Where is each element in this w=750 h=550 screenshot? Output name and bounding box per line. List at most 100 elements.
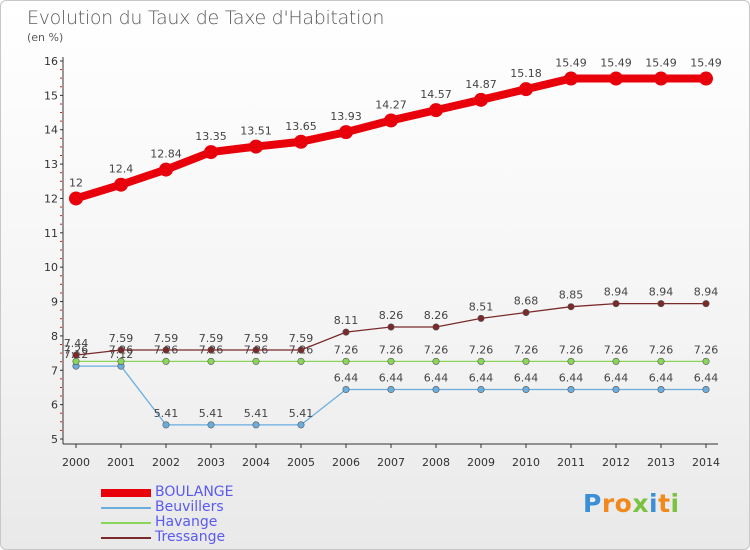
data-label-beuvillers: 6.44 [514,372,539,385]
legend-swatch [101,521,151,524]
logo-letter: i [670,489,680,518]
data-label-beuvillers: 5.41 [289,407,314,420]
brand-logo: Proxiti [583,489,680,518]
data-label-havange: 7.26 [379,343,404,356]
logo-letter: x [632,489,649,518]
x-tick-label: 2012 [602,456,630,469]
legend: BOULANGE Beuvillers Havange Tressange [101,485,234,545]
x-tick-label: 2006 [332,456,360,469]
x-tick-label: 2011 [557,456,585,469]
data-point-boulange [609,71,623,86]
data-label-havange: 7.26 [559,343,584,356]
logo-letter: t [658,489,671,518]
x-tick-label: 2009 [467,456,495,469]
data-point-boulange [294,134,308,149]
data-label-beuvillers: 6.44 [694,372,719,385]
data-label-beuvillers: 6.44 [649,372,674,385]
data-point-beuvillers [252,421,260,429]
data-label-tressange: 8.94 [604,286,629,299]
y-tick-label: 12 [44,192,58,205]
data-label-tressange: 8.68 [514,295,539,308]
data-label-tressange: 7.59 [289,332,314,345]
x-tick-label: 2001 [107,456,135,469]
x-tick-label: 2005 [287,456,315,469]
data-point-beuvillers [657,386,665,394]
x-tick-label: 2014 [692,456,720,469]
data-label-havange: 7.26 [424,343,449,356]
data-label-boulange: 14.27 [375,98,407,111]
data-label-tressange: 7.59 [109,332,134,345]
data-point-tressange [297,346,305,354]
data-label-boulange: 13.51 [240,125,272,138]
data-point-boulange [654,71,668,86]
data-point-havange [387,357,395,365]
x-tick-label: 2008 [422,456,450,469]
data-point-tressange [657,300,665,308]
legend-item-boulange: BOULANGE [101,485,234,500]
data-point-havange [297,357,305,365]
data-label-beuvillers: 5.41 [199,407,224,420]
data-point-havange [522,357,530,365]
data-point-beuvillers [432,386,440,394]
data-point-havange [252,357,260,365]
data-label-beuvillers: 6.44 [424,372,449,385]
data-point-havange [702,357,710,365]
data-point-tressange [477,314,485,322]
data-label-havange: 7.26 [694,343,719,356]
data-label-tressange: 7.59 [154,332,179,345]
data-point-boulange [114,177,128,192]
data-label-beuvillers: 6.44 [604,372,629,385]
data-point-boulange [699,71,713,86]
data-label-beuvillers: 6.44 [334,372,359,385]
data-label-tressange: 8.26 [379,309,404,322]
data-label-tressange: 8.94 [649,286,674,299]
data-point-tressange [567,303,575,311]
data-label-boulange: 13.93 [330,110,362,123]
legend-swatch [101,536,151,539]
y-tick-label: 8 [51,330,58,343]
data-point-tressange [207,346,215,354]
logo-letter: P [583,489,602,518]
x-tick-label: 2002 [152,456,180,469]
data-point-beuvillers [162,421,170,429]
data-point-boulange [249,139,263,154]
legend-swatch [101,488,151,497]
data-point-tressange [432,323,440,331]
chart-title: Evolution du Taux de Taxe d'Habitation [27,7,385,29]
data-point-havange [117,357,125,365]
data-label-boulange: 14.87 [465,78,497,91]
data-label-tressange: 7.44 [64,337,89,350]
data-label-boulange: 13.35 [195,130,227,143]
x-tick-label: 2000 [62,456,90,469]
legend-label: Tressange [155,529,226,545]
data-label-havange: 7.26 [334,343,359,356]
data-label-boulange: 15.18 [510,67,542,80]
data-point-tressange [702,300,710,308]
data-point-beuvillers [567,386,575,394]
data-label-boulange: 15.49 [555,57,587,70]
x-tick-label: 2007 [377,456,405,469]
data-point-boulange [69,191,83,206]
data-label-beuvillers: 6.44 [469,372,494,385]
legend-label: BOULANGE [155,484,234,500]
y-tick-label: 11 [44,227,58,240]
data-point-beuvillers [612,386,620,394]
y-tick-label: 6 [51,399,58,412]
data-label-tressange: 8.26 [424,309,449,322]
logo-letter: i [649,489,659,518]
data-label-tressange: 8.85 [559,289,584,302]
data-label-tressange: 8.51 [469,300,494,313]
y-tick-label: 13 [44,158,58,171]
data-label-beuvillers: 5.41 [154,407,179,420]
data-label-boulange: 15.49 [645,57,677,70]
y-tick-label: 10 [44,261,58,274]
data-label-beuvillers: 6.44 [559,372,584,385]
data-label-tressange: 8.94 [694,286,719,299]
data-point-tressange [387,323,395,331]
data-point-boulange [429,103,443,118]
data-point-boulange [384,113,398,128]
data-point-beuvillers [297,421,305,429]
data-point-havange [72,357,80,365]
data-label-boulange: 14.57 [420,88,452,101]
y-tick-label: 16 [44,55,58,68]
